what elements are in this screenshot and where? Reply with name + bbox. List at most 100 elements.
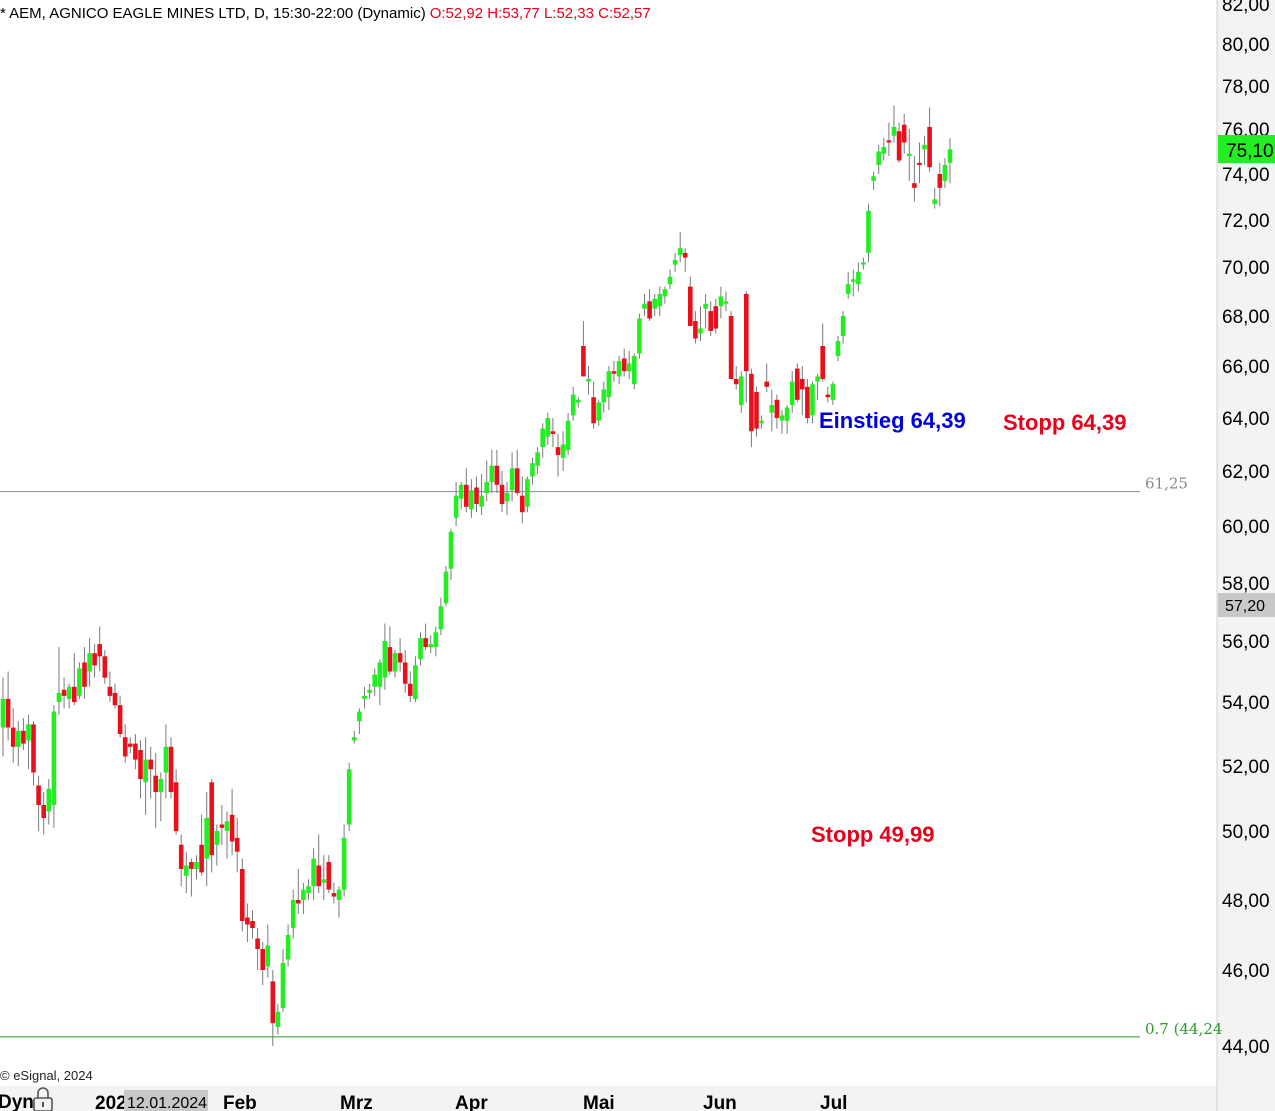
candle[interactable] [245, 903, 250, 943]
candle[interactable] [102, 650, 108, 684]
candle[interactable] [667, 269, 673, 290]
candle[interactable] [637, 313, 642, 359]
candle[interactable] [479, 473, 484, 515]
candle[interactable] [606, 366, 612, 411]
candle[interactable] [876, 144, 881, 174]
candle[interactable] [209, 779, 214, 873]
candle[interactable] [621, 348, 627, 377]
candle[interactable] [148, 746, 153, 799]
candle[interactable] [632, 353, 637, 390]
candle[interactable] [285, 924, 291, 967]
candle[interactable] [693, 311, 698, 344]
candle[interactable] [255, 928, 260, 970]
candle[interactable] [92, 644, 97, 678]
candle[interactable] [397, 638, 403, 672]
candle[interactable] [825, 386, 831, 403]
candle[interactable] [728, 311, 734, 379]
candle[interactable] [682, 248, 688, 272]
candle[interactable] [112, 683, 118, 709]
candle[interactable] [234, 818, 240, 873]
candle[interactable] [723, 291, 729, 312]
candle[interactable] [759, 415, 764, 429]
candle[interactable] [346, 762, 352, 831]
candle[interactable] [494, 449, 500, 493]
candle[interactable] [316, 834, 321, 894]
candle[interactable] [596, 399, 601, 426]
candle[interactable] [357, 708, 362, 734]
candle[interactable] [856, 262, 861, 292]
candle[interactable] [815, 373, 820, 400]
candle[interactable] [581, 321, 586, 377]
candle[interactable] [560, 431, 566, 471]
candle[interactable] [418, 632, 423, 666]
candle[interactable] [128, 737, 133, 754]
candle[interactable] [46, 779, 52, 825]
candle[interactable] [199, 814, 204, 876]
candle[interactable] [504, 482, 510, 515]
candle[interactable] [72, 653, 77, 706]
candle[interactable] [652, 293, 657, 316]
candle[interactable] [382, 623, 388, 690]
candle[interactable] [229, 788, 235, 856]
candle[interactable] [912, 156, 917, 202]
candle[interactable] [616, 356, 622, 385]
candle[interactable] [611, 361, 617, 382]
candle[interactable] [250, 910, 255, 939]
candle[interactable] [484, 460, 489, 502]
candle[interactable] [474, 476, 479, 513]
candle[interactable] [280, 949, 286, 1012]
candle[interactable] [173, 769, 179, 835]
candle[interactable] [270, 970, 276, 1046]
candle[interactable] [453, 482, 459, 526]
candle[interactable] [377, 659, 383, 706]
candle[interactable] [708, 301, 713, 336]
candle[interactable] [16, 721, 21, 766]
candle[interactable] [866, 203, 871, 263]
candle[interactable] [784, 405, 790, 434]
candle[interactable] [0, 677, 6, 757]
candle[interactable] [392, 650, 398, 678]
candle[interactable] [886, 122, 892, 156]
candle[interactable] [840, 311, 846, 344]
candle[interactable] [51, 705, 57, 828]
candle[interactable] [402, 650, 408, 693]
candle[interactable] [907, 129, 912, 181]
candle[interactable] [107, 671, 113, 703]
candle[interactable] [545, 412, 551, 445]
candle[interactable] [138, 740, 143, 799]
candle[interactable] [657, 286, 663, 316]
candle[interactable] [97, 626, 102, 672]
candle[interactable] [677, 231, 683, 263]
candle[interactable] [698, 306, 703, 341]
candle[interactable] [290, 889, 296, 939]
candle[interactable] [158, 772, 164, 822]
candle[interactable] [881, 138, 887, 161]
candle[interactable] [718, 286, 724, 319]
candle[interactable] [861, 257, 866, 270]
candle[interactable] [41, 792, 46, 835]
candle[interactable] [387, 626, 393, 675]
candle[interactable] [586, 366, 591, 395]
candle[interactable] [77, 662, 82, 699]
candle[interactable] [66, 683, 72, 709]
candle[interactable] [917, 142, 922, 184]
candle[interactable] [713, 298, 719, 334]
candle[interactable] [942, 158, 948, 188]
candle[interactable] [851, 269, 856, 297]
candle[interactable] [535, 447, 540, 474]
candle[interactable] [830, 381, 836, 405]
candle[interactable] [688, 276, 693, 326]
candle[interactable] [458, 482, 464, 510]
candle[interactable] [626, 351, 632, 379]
candle[interactable] [36, 775, 41, 831]
candle[interactable] [82, 647, 87, 699]
candle[interactable] [153, 753, 158, 828]
candle[interactable] [265, 924, 271, 978]
candle[interactable] [835, 336, 841, 361]
candle[interactable] [591, 381, 596, 429]
candle[interactable] [296, 869, 301, 914]
candle[interactable] [871, 171, 876, 191]
candle[interactable] [947, 138, 953, 184]
candle[interactable] [311, 848, 316, 900]
candle[interactable] [540, 423, 545, 458]
